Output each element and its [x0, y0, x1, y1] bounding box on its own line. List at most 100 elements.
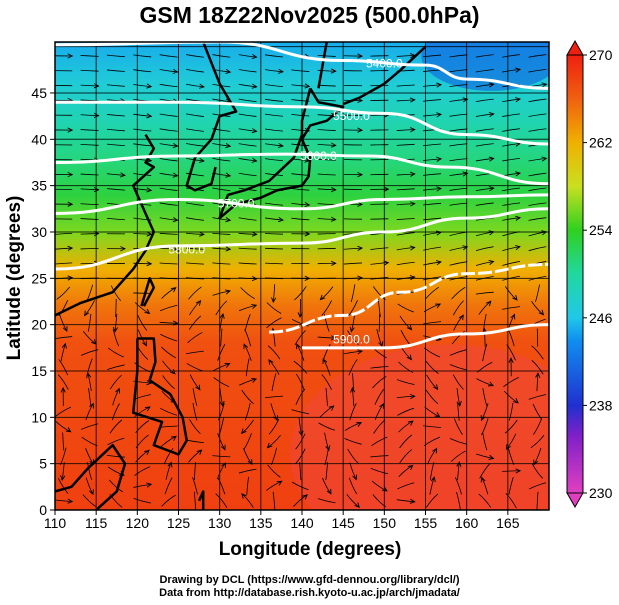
streamline	[423, 99, 442, 102]
streamline-arrow	[219, 312, 225, 319]
streamline	[503, 377, 519, 388]
streamline	[272, 491, 276, 510]
streamline	[109, 374, 122, 390]
streamline-arrow	[115, 387, 121, 394]
streamline	[185, 143, 204, 147]
streamline	[159, 158, 178, 162]
streamline	[185, 232, 204, 235]
streamline	[212, 128, 231, 132]
streamline	[192, 388, 198, 406]
streamline-arrow	[436, 260, 442, 266]
streamline-arrow	[67, 275, 74, 281]
streamline	[185, 187, 204, 192]
coastline	[218, 87, 345, 220]
streamline	[212, 172, 231, 177]
contour-label: 5400.0	[366, 56, 403, 70]
streamline	[396, 499, 415, 503]
streamline	[246, 476, 249, 495]
streamline	[265, 187, 283, 191]
streamline	[528, 172, 547, 177]
streamline	[185, 247, 204, 250]
streamline	[137, 314, 148, 331]
streamline	[423, 188, 442, 191]
streamline	[80, 233, 99, 235]
streamline-arrow	[505, 444, 511, 450]
streamline	[159, 232, 178, 235]
streamline	[55, 232, 73, 235]
streamline	[423, 158, 442, 161]
streamline	[238, 54, 257, 58]
streamline-arrow	[146, 482, 153, 488]
streamline	[80, 69, 99, 72]
streamline	[58, 300, 69, 317]
streamline	[212, 187, 231, 192]
streamline	[291, 143, 310, 147]
x-tick-label: 140	[290, 515, 314, 531]
streamline	[502, 217, 521, 221]
streamline	[291, 158, 310, 161]
streamline	[475, 83, 494, 88]
streamline-arrow	[512, 295, 518, 301]
streamline	[185, 172, 204, 177]
streamline	[370, 468, 389, 475]
streamline-arrow	[278, 68, 284, 74]
streamline-arrow	[409, 53, 416, 59]
streamline	[265, 69, 283, 73]
streamline	[115, 298, 117, 317]
streamline	[80, 144, 99, 146]
streamline-arrow	[271, 297, 277, 304]
y-tick-label: 40	[31, 131, 47, 147]
streamline-arrow	[515, 97, 522, 103]
streamline	[133, 217, 152, 221]
streamline-arrow	[508, 357, 514, 363]
contour-label: 5500.0	[333, 109, 370, 123]
streamline-arrow	[304, 127, 311, 134]
streamline	[317, 188, 336, 191]
streamline	[133, 128, 152, 132]
streamline	[425, 389, 439, 405]
streamline	[265, 217, 283, 221]
streamline	[344, 247, 363, 250]
streamline	[133, 394, 152, 400]
streamline	[423, 173, 442, 176]
streamline-arrow	[278, 142, 284, 148]
streamline	[317, 218, 336, 220]
height-contour	[302, 323, 549, 350]
streamline-arrow	[541, 82, 548, 88]
streamline-arrow	[88, 489, 94, 496]
streamline	[55, 499, 73, 502]
streamline	[238, 128, 257, 132]
streamline	[212, 455, 231, 458]
streamline	[109, 493, 123, 508]
streamline	[449, 246, 468, 251]
streamline	[396, 379, 415, 385]
streamline	[536, 491, 539, 510]
y-axis-label: Latitude (degrees)	[4, 196, 25, 361]
streamline	[80, 203, 99, 206]
streamline	[264, 262, 284, 265]
streamline	[317, 69, 336, 72]
streamline-arrow	[241, 428, 247, 435]
streamline-arrow	[225, 68, 232, 74]
credit-drawing: Drawing by DCL (https://www.gfd-dennou.o…	[159, 574, 460, 586]
streamline-arrow	[172, 217, 179, 223]
streamline	[192, 402, 198, 421]
streamline-arrow	[60, 386, 66, 393]
streamline	[396, 129, 415, 131]
coastline	[55, 443, 127, 510]
streamline	[265, 143, 283, 147]
height-contour	[55, 193, 549, 215]
streamline-arrow	[515, 67, 522, 73]
streamline	[55, 262, 73, 265]
streamline-arrow	[330, 112, 337, 119]
streamline	[291, 481, 309, 491]
streamline	[265, 113, 283, 117]
streamline-arrow	[456, 400, 462, 407]
streamline	[159, 262, 178, 265]
colorbar-tick-label: 262	[589, 135, 613, 151]
streamline	[238, 69, 257, 73]
streamline	[317, 158, 336, 161]
streamline	[188, 315, 202, 330]
streamline-arrow	[225, 172, 232, 178]
streamline	[449, 187, 468, 191]
